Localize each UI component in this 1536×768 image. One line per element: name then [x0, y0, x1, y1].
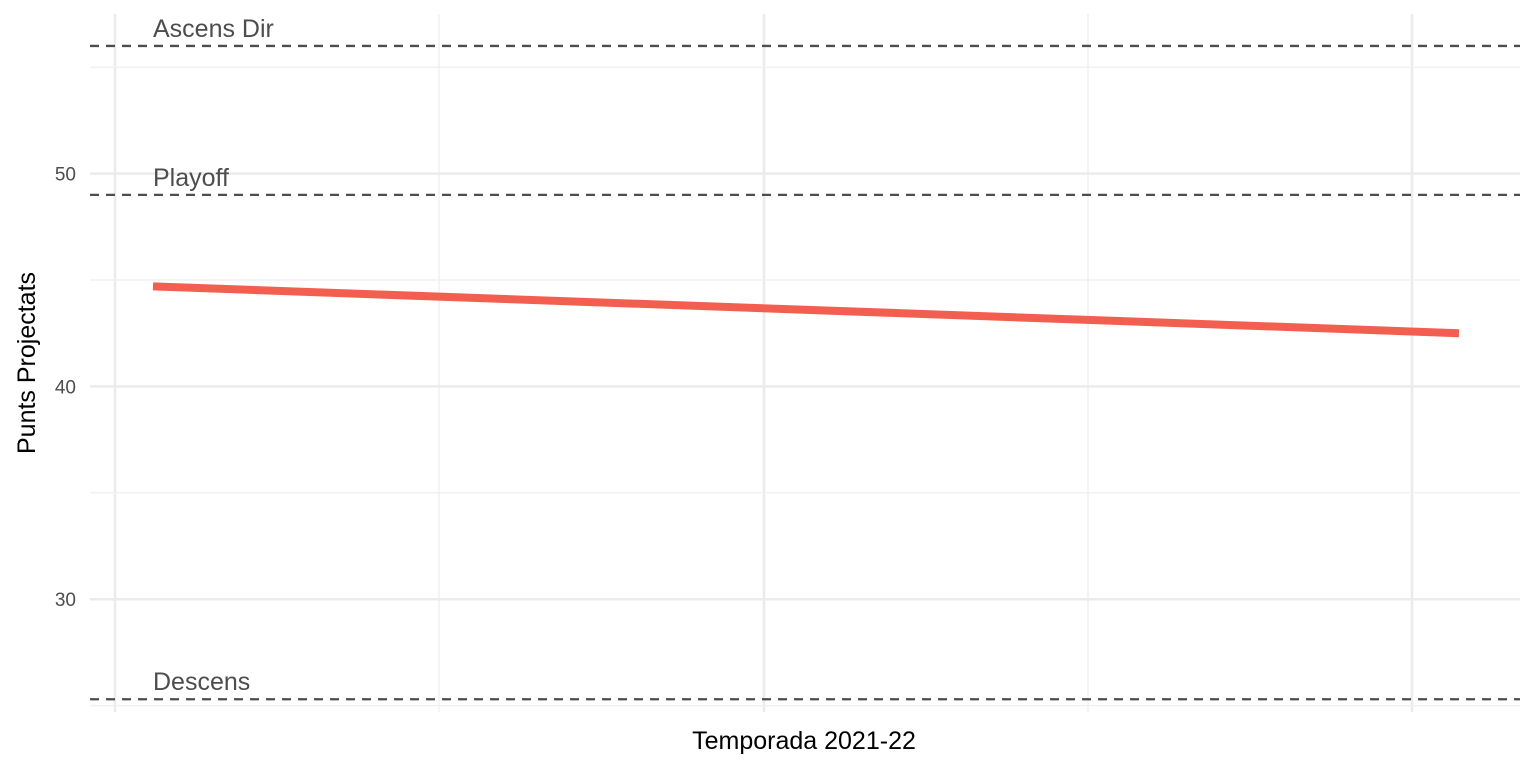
- reference-line-label: Ascens Dir: [153, 15, 274, 43]
- series-line: [152, 282, 1460, 338]
- series-layer: [152, 282, 1460, 338]
- reference-line-label: Playoff: [153, 164, 229, 192]
- y-tick-label: 50: [55, 165, 76, 186]
- grid-y: [90, 66, 1520, 707]
- y-tick-label: 30: [55, 590, 76, 611]
- reference-line-label: Descens: [153, 668, 250, 696]
- y-axis-title: Punts Projectats: [13, 272, 41, 454]
- y-tick-label: 40: [55, 377, 76, 398]
- grid-major-x: [113, 14, 1414, 712]
- y-axis-ticks: 30 40 50: [55, 165, 76, 612]
- reference-lines: Ascens Dir Playoff Descens: [90, 15, 1520, 701]
- grid-minor-x: [438, 14, 1089, 712]
- x-axis-title: Temporada 2021-22: [692, 727, 916, 755]
